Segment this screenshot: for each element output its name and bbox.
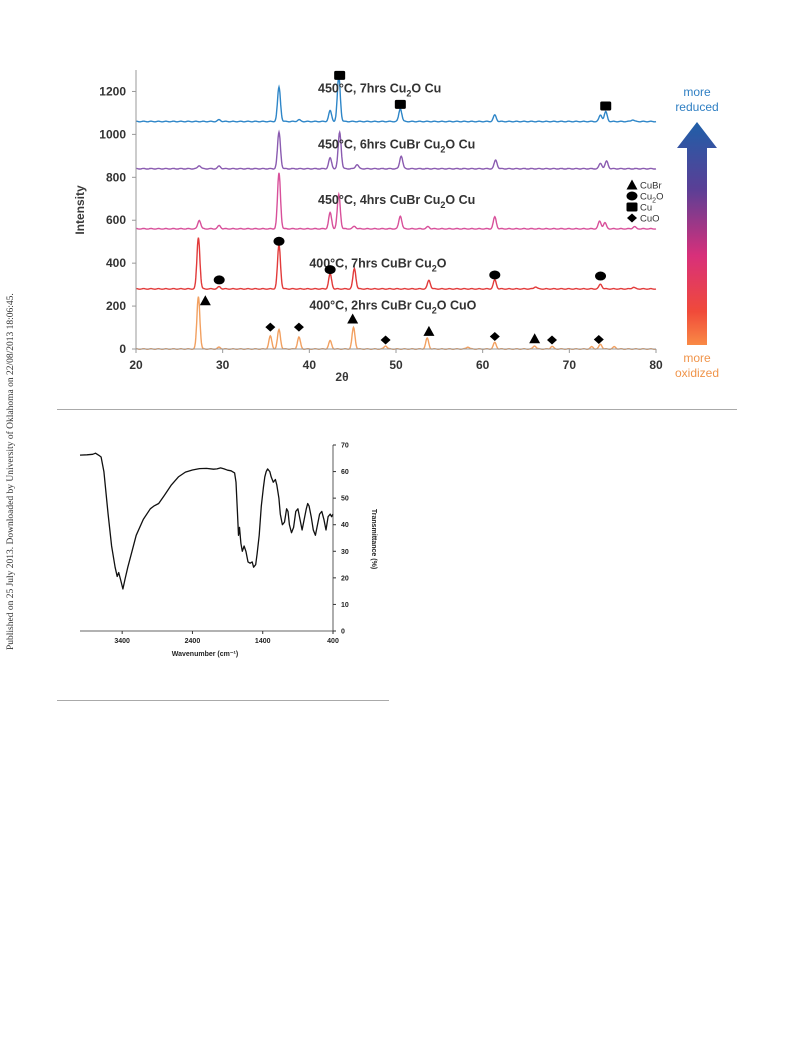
phase-marker-square [600, 101, 612, 111]
phase-marker-circle [595, 271, 607, 281]
phase-marker-square [394, 99, 406, 109]
xrd-series-label-t400_2: 400°C, 2hrs CuBr Cu2O CuO [309, 299, 476, 316]
xrd-x-tick-label: 40 [303, 358, 317, 372]
publication-watermark: Published on 25 July 2013. Downloaded by… [5, 293, 16, 650]
xrd-y-axis-label: Intensity [73, 185, 87, 235]
xrd-x-tick-label: 60 [476, 358, 490, 372]
ir-plot-area [79, 452, 334, 590]
xrd-y-tick-label: 400 [106, 256, 126, 270]
ir-x-tick-label: 400 [327, 638, 339, 645]
more-oxidized-label-line2: oxidized [675, 366, 719, 380]
ir-x-axis-label: Wavenumber (cm⁻¹) [172, 651, 238, 658]
xrd-y-tick-label: 800 [106, 170, 126, 184]
ir-y-tick-label: 30 [341, 549, 349, 556]
xrd-plot-area: 400°C, 2hrs CuBr Cu2O CuO 400°C, 7hrs CuB… [136, 70, 657, 351]
xrd-series-line-t400_7 [136, 237, 657, 290]
legend-marker-triangle [626, 179, 638, 190]
legend-label: Cu [640, 203, 652, 214]
xrd-series-line-t450_7 [136, 76, 657, 123]
xrd-y-tick-label: 1000 [99, 127, 126, 141]
xrd-y-tick-label: 600 [106, 213, 126, 227]
xrd-y-tick-label: 200 [106, 299, 126, 313]
ir-axes: 0 10 20 30 40 50 60 70 3400 2400 1400 400 [80, 443, 349, 645]
ir-x-tick-label: 2400 [185, 638, 201, 645]
more-oxidized-label-line1: more [683, 351, 711, 365]
phase-marker-diamond [547, 335, 557, 345]
xrd-x-tick-label: 20 [129, 358, 143, 372]
xrd-y-tick-label: 0 [119, 342, 126, 356]
legend-label: Cu2O [640, 192, 663, 205]
phase-marker-diamond [265, 322, 276, 332]
phase-marker-square [334, 70, 346, 80]
ir-x-tick-label: 1400 [255, 638, 271, 645]
divider-rule-2 [57, 700, 389, 701]
ir-y-tick-label: 50 [341, 496, 349, 503]
xrd-x-tick-label: 80 [649, 358, 663, 372]
phase-marker-diamond [593, 335, 604, 345]
ir-chart: 0 10 20 30 40 50 60 70 3400 2400 1400 400 Wavenumbe… [79, 443, 377, 658]
xrd-axes: 0 200 400 600 800 1000 1200 20 30 40 50 60 70 80 [99, 70, 663, 372]
xrd-series-label-t450_4: 450°C, 4hrs CuBr Cu2O Cu [318, 193, 475, 210]
ir-y-tick-label: 40 [341, 522, 349, 529]
xrd-series-line-t450_6 [136, 129, 657, 170]
xrd-x-axis-label: 2θ [335, 370, 348, 384]
ir-y-tick-label: 70 [341, 443, 349, 450]
legend-label: CuO [640, 214, 660, 225]
phase-marker-triangle [199, 295, 211, 306]
xrd-series-label-t450_6: 450°C, 6hrs CuBr Cu2O Cu [318, 137, 475, 154]
xrd-x-tick-label: 30 [216, 358, 230, 372]
xrd-y-tick-label: 1200 [99, 84, 126, 98]
xrd-chart: 400°C, 2hrs CuBr Cu2O CuO 400°C, 7hrs CuB… [73, 70, 719, 384]
xrd-x-tick-label: 50 [389, 358, 403, 372]
more-reduced-label-line2: reduced [675, 100, 718, 114]
xrd-x-tick-label: 70 [563, 358, 577, 372]
xrd-series-line-t450_4 [136, 172, 657, 230]
phase-marker-triangle [529, 333, 541, 344]
ir-y-tick-label: 20 [341, 575, 349, 582]
phase-marker-triangle [347, 313, 359, 324]
phase-marker-circle [273, 236, 285, 246]
phase-marker-triangle [423, 325, 435, 336]
reduction-arrow: more reduced more oxidized [675, 85, 719, 380]
legend-marker-diamond [627, 213, 637, 223]
legend-label: CuBr [640, 181, 662, 192]
ir-x-tick-label: 3400 [114, 638, 130, 645]
watermark-text: Published on 25 July 2013. Downloaded by… [5, 293, 16, 650]
ir-y-axis-label: Transmittance (%) [370, 509, 377, 569]
xrd-series-label-t400_7: 400°C, 7hrs CuBr Cu2O [309, 256, 446, 273]
ir-spectrum-line [79, 452, 334, 590]
ir-y-tick-label: 0 [341, 629, 345, 636]
phase-marker-diamond [489, 332, 500, 342]
ir-y-tick-label: 10 [341, 602, 349, 609]
legend-marker-square [626, 202, 638, 212]
legend-marker-circle [626, 191, 638, 201]
divider-rule-1 [57, 409, 737, 410]
ir-y-tick-label: 60 [341, 469, 349, 476]
more-reduced-label-line1: more [683, 85, 711, 99]
gradient-arrow-shape [677, 122, 717, 345]
phase-marker-circle [489, 270, 501, 280]
phase-marker-circle [213, 275, 225, 285]
phase-marker-diamond [293, 322, 304, 332]
phase-marker-circle [324, 265, 336, 275]
xrd-series-label-t450_7: 450°C, 7hrs Cu2O Cu [318, 82, 441, 99]
phase-marker-diamond [380, 335, 391, 345]
